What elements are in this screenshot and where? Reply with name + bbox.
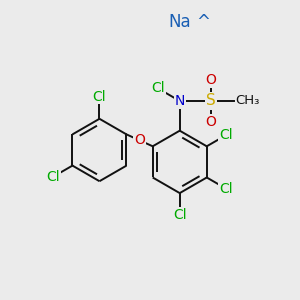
Text: Cl: Cl bbox=[93, 89, 106, 103]
Text: O: O bbox=[206, 73, 216, 87]
Text: O: O bbox=[134, 133, 145, 147]
Text: S: S bbox=[206, 94, 216, 109]
Text: Cl: Cl bbox=[173, 208, 187, 222]
Text: Cl: Cl bbox=[151, 81, 165, 95]
Text: ^: ^ bbox=[196, 13, 210, 31]
Text: Na: Na bbox=[168, 13, 191, 31]
Text: O: O bbox=[206, 116, 216, 129]
Text: N: N bbox=[175, 94, 185, 108]
Text: CH₃: CH₃ bbox=[235, 94, 260, 107]
Text: Cl: Cl bbox=[219, 182, 233, 196]
Text: Cl: Cl bbox=[219, 128, 233, 142]
Text: Cl: Cl bbox=[46, 170, 60, 184]
